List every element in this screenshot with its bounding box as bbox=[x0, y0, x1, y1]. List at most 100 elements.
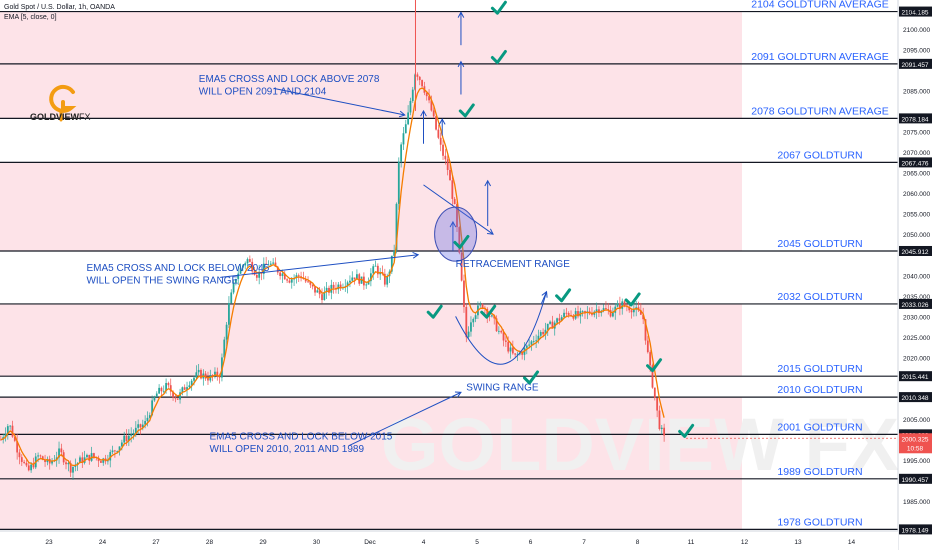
time-tick-label: 24 bbox=[99, 539, 107, 546]
candle-body bbox=[458, 227, 461, 253]
candle-body bbox=[109, 452, 112, 461]
candle-body bbox=[646, 340, 649, 353]
time-tick-label: 29 bbox=[259, 539, 267, 546]
candle-body bbox=[269, 263, 272, 265]
indicator-label[interactable]: EMA [5, close, 0] bbox=[4, 14, 57, 21]
candle-body bbox=[379, 272, 382, 275]
arrow-to-2078 bbox=[273, 87, 405, 116]
candle-body bbox=[481, 304, 484, 308]
candle-body bbox=[437, 129, 440, 138]
time-axis[interactable]: 23 24 27 28 29 30 Dec 4 5 6 7 8 11 12 13 14 bbox=[0, 530, 898, 550]
time-tick-label: Dec bbox=[364, 539, 376, 546]
candle-body bbox=[30, 464, 33, 471]
candle-body bbox=[605, 308, 607, 310]
price-tick-label: 2040.000 bbox=[903, 273, 930, 280]
candle-body bbox=[209, 375, 212, 381]
candle-body bbox=[255, 274, 258, 278]
candle-body bbox=[649, 352, 652, 366]
candle-body bbox=[439, 137, 442, 145]
candle-body bbox=[386, 276, 389, 285]
candle-body bbox=[383, 273, 386, 285]
checkmark-icon bbox=[646, 358, 663, 373]
candle-body bbox=[276, 266, 279, 273]
candle-body bbox=[360, 276, 363, 284]
arrow-to-swing-head bbox=[454, 391, 462, 398]
time-tick-label: 6 bbox=[529, 539, 533, 546]
candle-body bbox=[58, 448, 60, 458]
candle-body bbox=[193, 377, 195, 381]
candle-body bbox=[525, 345, 528, 348]
candle-body bbox=[581, 311, 584, 312]
price-tick-label: 2020.000 bbox=[903, 355, 930, 362]
level-price-label: 1978.149 bbox=[901, 527, 928, 534]
candle-body bbox=[9, 425, 12, 427]
candle-body bbox=[0, 439, 2, 441]
candle-body bbox=[321, 294, 323, 301]
candle-body bbox=[111, 450, 114, 453]
candle-body bbox=[442, 144, 444, 156]
symbol-title[interactable]: Gold Spot / U.S. Dollar, 1h, OANDA bbox=[4, 4, 115, 11]
current-price: 2000.325 10:58 bbox=[686, 433, 932, 454]
logo-text: GOLDVIEWFX bbox=[30, 112, 91, 122]
countdown-label: 10:58 bbox=[907, 445, 924, 452]
arrow-to-2078-head bbox=[398, 110, 406, 118]
candle-body bbox=[428, 96, 430, 101]
candle-body bbox=[465, 306, 468, 338]
level-label: 2010 GOLDTURN bbox=[777, 384, 862, 396]
candle-body bbox=[500, 330, 503, 333]
arrow-up-retrace-head bbox=[449, 220, 457, 228]
annotation-text: EMA5 CROSS AND LOCK BELOW 2045 bbox=[86, 263, 269, 274]
candle-body bbox=[416, 74, 419, 77]
arrow-up-right-head bbox=[484, 179, 492, 187]
candle-body bbox=[41, 456, 44, 460]
candle-body bbox=[397, 161, 400, 204]
candle-body bbox=[223, 339, 226, 358]
candle-body bbox=[165, 382, 167, 391]
candle-body bbox=[79, 457, 81, 464]
price-tick-label: 2055.000 bbox=[903, 212, 930, 219]
candle-body bbox=[297, 275, 300, 277]
candle-body bbox=[488, 316, 491, 317]
level-price-label: 2104.185 bbox=[901, 10, 928, 17]
time-tick-label: 4 bbox=[422, 539, 426, 546]
current-price-label: 2000.325 bbox=[901, 436, 928, 443]
candle-body bbox=[283, 273, 286, 280]
zone-band bbox=[0, 162, 742, 251]
candle-body bbox=[72, 466, 74, 473]
price-tick-label: 2030.000 bbox=[903, 314, 930, 321]
candle-body bbox=[658, 410, 661, 429]
candle-body bbox=[418, 76, 421, 81]
candle-body bbox=[612, 312, 614, 317]
price-tick-label: 2025.000 bbox=[903, 335, 930, 342]
checkmark-icon bbox=[453, 234, 470, 249]
candle-body bbox=[463, 280, 465, 307]
level-price-label: 2091.457 bbox=[901, 62, 928, 69]
candle-body bbox=[279, 272, 282, 276]
candle-body bbox=[130, 434, 133, 436]
candle-body bbox=[353, 277, 356, 280]
swing-curve bbox=[455, 291, 548, 365]
candle-body bbox=[286, 279, 289, 281]
candle-body bbox=[32, 464, 35, 468]
candle-body bbox=[230, 292, 233, 303]
candle-body bbox=[158, 387, 161, 394]
candle-body bbox=[228, 302, 230, 325]
level-price-tag bbox=[899, 58, 932, 69]
candle-body bbox=[60, 448, 63, 453]
annotation-text: WILL OPEN 2010, 2011 AND 1989 bbox=[210, 444, 365, 455]
candle-body bbox=[656, 397, 659, 411]
candle-body bbox=[660, 427, 663, 429]
candle-body bbox=[251, 261, 254, 272]
price-tick-label: 2065.000 bbox=[903, 171, 930, 178]
candle-body bbox=[623, 301, 626, 306]
candle-body bbox=[409, 101, 412, 113]
candle-body bbox=[162, 390, 165, 392]
candle-body bbox=[432, 110, 435, 117]
price-axis[interactable]: 2104.185 2091.457 2078.184 2067.476 2045.912… bbox=[897, 0, 932, 550]
candle-body bbox=[304, 279, 307, 282]
logo-suffix: FX bbox=[79, 112, 91, 122]
candle-body bbox=[218, 376, 221, 378]
checkmark-icon bbox=[555, 288, 572, 303]
price-tick-label: 2035.000 bbox=[903, 294, 930, 301]
